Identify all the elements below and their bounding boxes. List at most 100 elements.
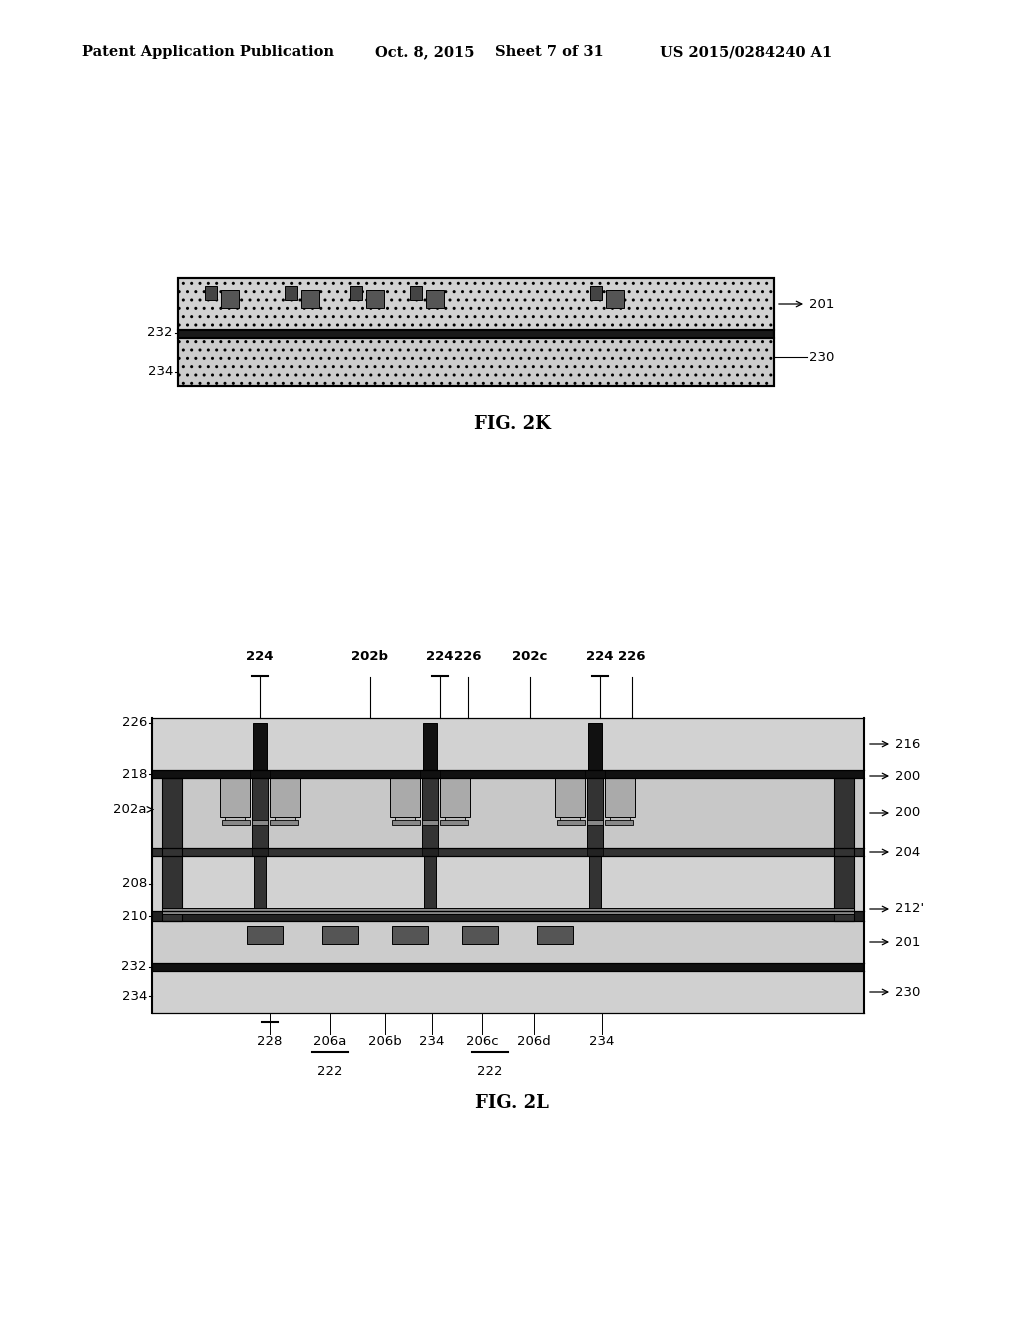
Bar [270,777,300,817]
Bar [254,855,266,911]
Bar [587,847,603,855]
Text: 200: 200 [895,807,921,820]
Bar [253,723,267,770]
Bar [205,286,217,300]
Text: 224: 224 [246,649,273,663]
Bar [585,770,605,777]
Bar [178,338,774,385]
Bar [301,290,319,308]
Bar [152,921,864,964]
Bar [589,855,601,911]
Text: 202c: 202c [512,649,548,663]
Bar [420,770,440,777]
Bar [560,796,580,824]
Bar [222,820,250,825]
Text: Sheet 7 of 31: Sheet 7 of 31 [495,45,604,59]
Bar [178,330,774,338]
Bar [424,855,436,911]
Bar [221,290,239,308]
Text: 206c: 206c [466,1035,499,1048]
Text: 208: 208 [122,876,147,890]
Text: US 2015/0284240 A1: US 2015/0284240 A1 [660,45,833,59]
Text: 202b: 202b [351,649,388,663]
Bar [178,279,774,385]
Text: 226: 226 [618,649,646,663]
Bar [590,286,602,300]
Bar [250,770,270,777]
Text: 206d: 206d [517,1035,551,1048]
Text: 234: 234 [147,366,173,378]
Bar [270,820,298,825]
Bar [587,777,603,847]
Bar [366,290,384,308]
Bar [605,820,633,825]
Text: 230: 230 [895,986,921,998]
Bar [152,855,864,911]
Bar [152,770,864,777]
Text: 206a: 206a [313,1035,347,1048]
Bar [834,777,854,921]
Bar [440,820,468,825]
Text: 224: 224 [587,649,613,663]
Bar [537,927,573,944]
Text: 222: 222 [477,1065,503,1078]
Bar [162,777,182,921]
Text: 226: 226 [455,649,481,663]
Bar [395,796,415,824]
Bar [252,820,268,825]
Text: 234: 234 [122,990,147,1003]
Text: 200: 200 [895,770,921,783]
Bar [557,820,585,825]
Bar [220,777,250,817]
Text: 228: 228 [257,1035,283,1048]
Bar [610,796,630,824]
Text: Oct. 8, 2015: Oct. 8, 2015 [375,45,474,59]
Bar [247,927,283,944]
Bar [152,718,864,770]
Bar [423,723,437,770]
Bar [588,723,602,770]
Text: 201: 201 [809,297,835,310]
Bar [152,847,864,855]
Text: 232: 232 [122,961,147,974]
Bar [152,911,864,921]
Bar [252,847,268,855]
Bar [426,290,444,308]
Bar [152,777,864,847]
Text: 234: 234 [590,1035,614,1048]
Text: 216: 216 [895,738,921,751]
Text: FIG. 2L: FIG. 2L [475,1094,549,1111]
Bar [285,286,297,300]
Bar [392,820,420,825]
Text: 230: 230 [809,351,835,364]
Bar [555,777,585,817]
Bar [587,820,603,825]
Bar [152,964,864,972]
Bar [422,820,438,825]
Bar [410,286,422,300]
Text: 202a: 202a [114,803,147,816]
Text: FIG. 2K: FIG. 2K [474,414,550,433]
Text: 222: 222 [317,1065,343,1078]
Text: 226: 226 [122,717,147,730]
Bar [440,777,470,817]
Bar [422,777,438,847]
Text: 206b: 206b [368,1035,401,1048]
Text: 224: 224 [426,649,454,663]
Bar [390,777,420,817]
Bar [275,796,295,824]
Bar [462,927,498,944]
Bar [445,796,465,824]
Bar [606,290,624,308]
Text: 218: 218 [122,767,147,780]
Text: Patent Application Publication: Patent Application Publication [82,45,334,59]
Text: 232: 232 [147,326,173,339]
Text: 210: 210 [122,909,147,923]
Bar [605,777,635,817]
Text: 212': 212' [895,903,924,916]
Bar [152,972,864,1012]
Text: 204: 204 [895,846,921,858]
Text: 234: 234 [419,1035,444,1048]
Bar [322,927,358,944]
Bar [392,927,428,944]
